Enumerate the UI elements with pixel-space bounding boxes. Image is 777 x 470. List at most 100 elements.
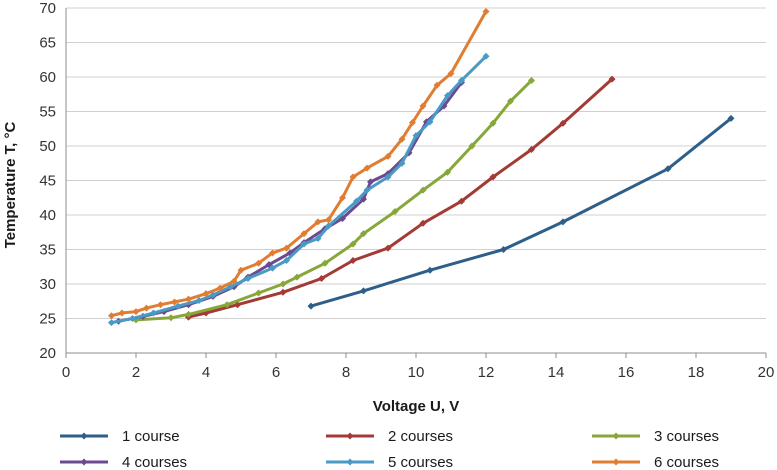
data-point xyxy=(321,259,329,267)
series-5 xyxy=(108,52,490,327)
y-tick-label: 25 xyxy=(39,311,56,328)
data-point xyxy=(269,249,276,257)
data-point xyxy=(230,277,238,285)
data-point xyxy=(157,301,164,309)
y-tick-label: 55 xyxy=(39,104,56,121)
y-tick-label: 35 xyxy=(39,242,56,259)
data-point xyxy=(444,168,451,176)
data-point xyxy=(255,289,262,297)
data-point xyxy=(500,246,507,253)
legend-label: 1 course xyxy=(122,428,180,445)
legend-marker xyxy=(346,458,354,466)
data-point xyxy=(727,114,735,122)
data-point xyxy=(398,135,406,143)
legend: 1 course 2 courses 3 courses 4 courses 5 cou… xyxy=(60,428,719,470)
data-point xyxy=(349,240,357,248)
legend-marker xyxy=(612,432,620,440)
legend-label: 5 courses xyxy=(388,454,453,470)
data-point xyxy=(300,240,308,248)
y-tick-label: 60 xyxy=(39,69,56,86)
y-tick-label: 50 xyxy=(39,138,56,155)
data-point xyxy=(283,257,290,265)
data-point xyxy=(150,309,157,317)
data-point xyxy=(174,302,182,310)
legend-item: 5 courses xyxy=(326,454,453,470)
data-point xyxy=(167,314,175,322)
data-point xyxy=(353,197,360,205)
data-point xyxy=(444,92,451,100)
data-point xyxy=(433,81,441,89)
legend-marker xyxy=(346,432,354,440)
data-point xyxy=(255,259,262,267)
legend-label: 2 courses xyxy=(388,428,453,445)
data-point xyxy=(202,290,210,298)
data-point xyxy=(185,295,192,303)
data-point xyxy=(489,173,497,181)
y-tick-label: 20 xyxy=(39,345,56,362)
data-point xyxy=(360,230,367,238)
x-tick-label: 2 xyxy=(132,364,140,381)
data-point xyxy=(286,249,294,257)
y-tick-label: 65 xyxy=(39,35,56,52)
data-point xyxy=(300,230,308,238)
data-point xyxy=(608,75,616,83)
x-tick-label: 14 xyxy=(548,364,565,381)
data-point xyxy=(468,142,476,150)
data-point xyxy=(398,159,406,167)
data-point xyxy=(419,186,427,194)
x-tick-label: 18 xyxy=(688,364,705,381)
y-tick-label: 45 xyxy=(39,173,56,190)
data-point xyxy=(314,218,322,226)
series-2 xyxy=(185,75,616,321)
x-tick-label: 0 xyxy=(62,364,70,381)
data-point xyxy=(482,7,490,15)
y-axis-title: Temperature T, °C xyxy=(2,122,19,249)
data-point xyxy=(185,310,192,318)
grid-lines xyxy=(66,7,766,319)
data-point xyxy=(216,284,224,292)
data-point xyxy=(129,315,136,322)
data-point xyxy=(325,216,332,224)
data-point xyxy=(384,244,392,252)
data-point xyxy=(664,165,672,173)
data-point xyxy=(132,308,140,316)
data-point xyxy=(349,257,357,265)
x-axis-title: Voltage U, V xyxy=(373,398,459,415)
data-point xyxy=(507,97,514,105)
legend-label: 4 courses xyxy=(122,454,187,470)
data-point xyxy=(559,119,567,127)
data-point xyxy=(363,164,371,172)
data-point xyxy=(108,312,115,320)
data-point xyxy=(223,301,231,309)
data-point xyxy=(118,309,126,317)
legend-item: 4 courses xyxy=(60,454,187,470)
x-tick-label: 4 xyxy=(202,364,210,381)
legend-label: 6 courses xyxy=(654,454,719,470)
data-point xyxy=(269,264,276,272)
series-line xyxy=(187,77,614,319)
data-point xyxy=(307,302,315,310)
x-tick-label: 10 xyxy=(408,364,425,381)
series-line xyxy=(309,116,733,308)
data-point xyxy=(279,288,287,296)
legend-item: 1 course xyxy=(60,428,180,445)
data-point xyxy=(426,118,434,126)
data-point xyxy=(171,298,178,306)
data-point xyxy=(360,287,367,295)
data-point xyxy=(314,234,322,242)
data-point xyxy=(363,186,371,194)
data-point xyxy=(384,152,392,160)
x-tick-label: 20 xyxy=(758,364,775,381)
data-point xyxy=(244,274,252,282)
data-point xyxy=(325,222,332,230)
data-point xyxy=(349,173,357,181)
x-tick-label: 12 xyxy=(478,364,495,381)
legend-marker xyxy=(80,458,88,466)
data-point xyxy=(489,119,497,127)
data-point xyxy=(108,319,115,327)
data-point xyxy=(391,208,399,216)
data-point xyxy=(283,244,290,252)
legend-marker xyxy=(80,432,88,440)
data-point xyxy=(426,266,434,274)
data-point xyxy=(447,70,455,78)
